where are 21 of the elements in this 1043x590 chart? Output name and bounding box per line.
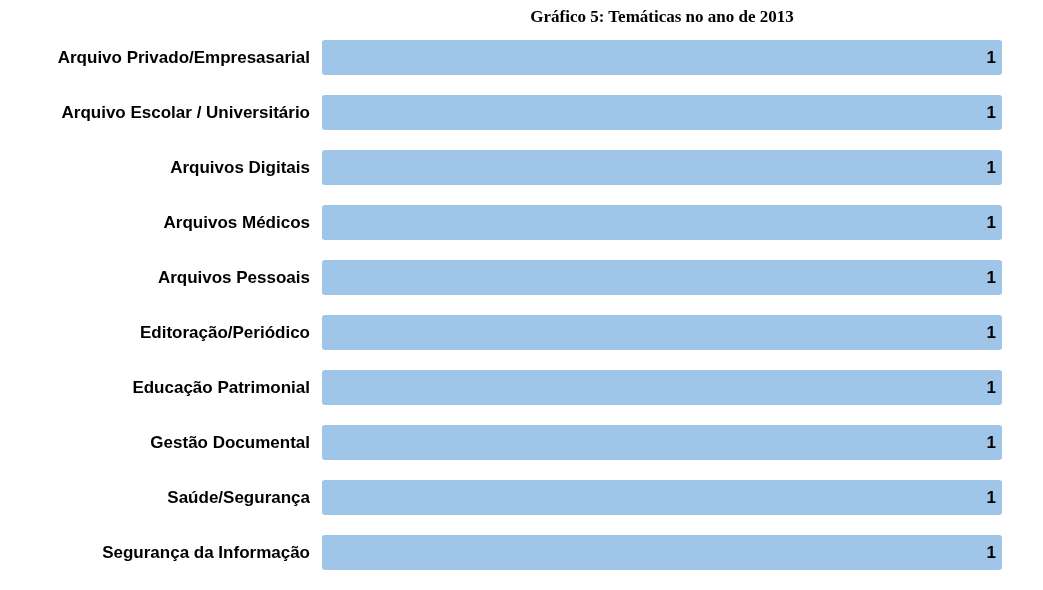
y-tick-label: Arquivos Digitais: [170, 158, 310, 178]
data-label: 1: [986, 488, 996, 508]
y-tick-label: Arquivos Pessoais: [157, 268, 310, 288]
data-label: 1: [986, 48, 996, 68]
y-tick-label: Arquivo Privado/Empresasarial: [57, 48, 310, 68]
y-tick-label: Educação Patrimonial: [132, 378, 310, 398]
data-label: 1: [986, 433, 996, 453]
data-label: 1: [986, 103, 996, 123]
data-label: 1: [986, 268, 996, 288]
y-tick-label: Saúde/Segurança: [167, 488, 311, 508]
y-tick-label: Arquivos Médicos: [163, 213, 310, 233]
y-tick-label: Gestão Documental: [150, 433, 310, 453]
data-label: 1: [986, 158, 996, 178]
y-tick-label: Segurança da Informação: [102, 543, 310, 563]
y-tick-label: Arquivo Escolar / Universitário: [61, 103, 310, 123]
data-label: 1: [986, 543, 996, 563]
data-label: 1: [986, 323, 996, 343]
data-label: 1: [986, 213, 996, 233]
chart-title: Gráfico 5: Temáticas no ano de 2013: [530, 7, 794, 26]
data-label: 1: [986, 378, 996, 398]
y-tick-label: Editoração/Periódico: [139, 323, 310, 343]
